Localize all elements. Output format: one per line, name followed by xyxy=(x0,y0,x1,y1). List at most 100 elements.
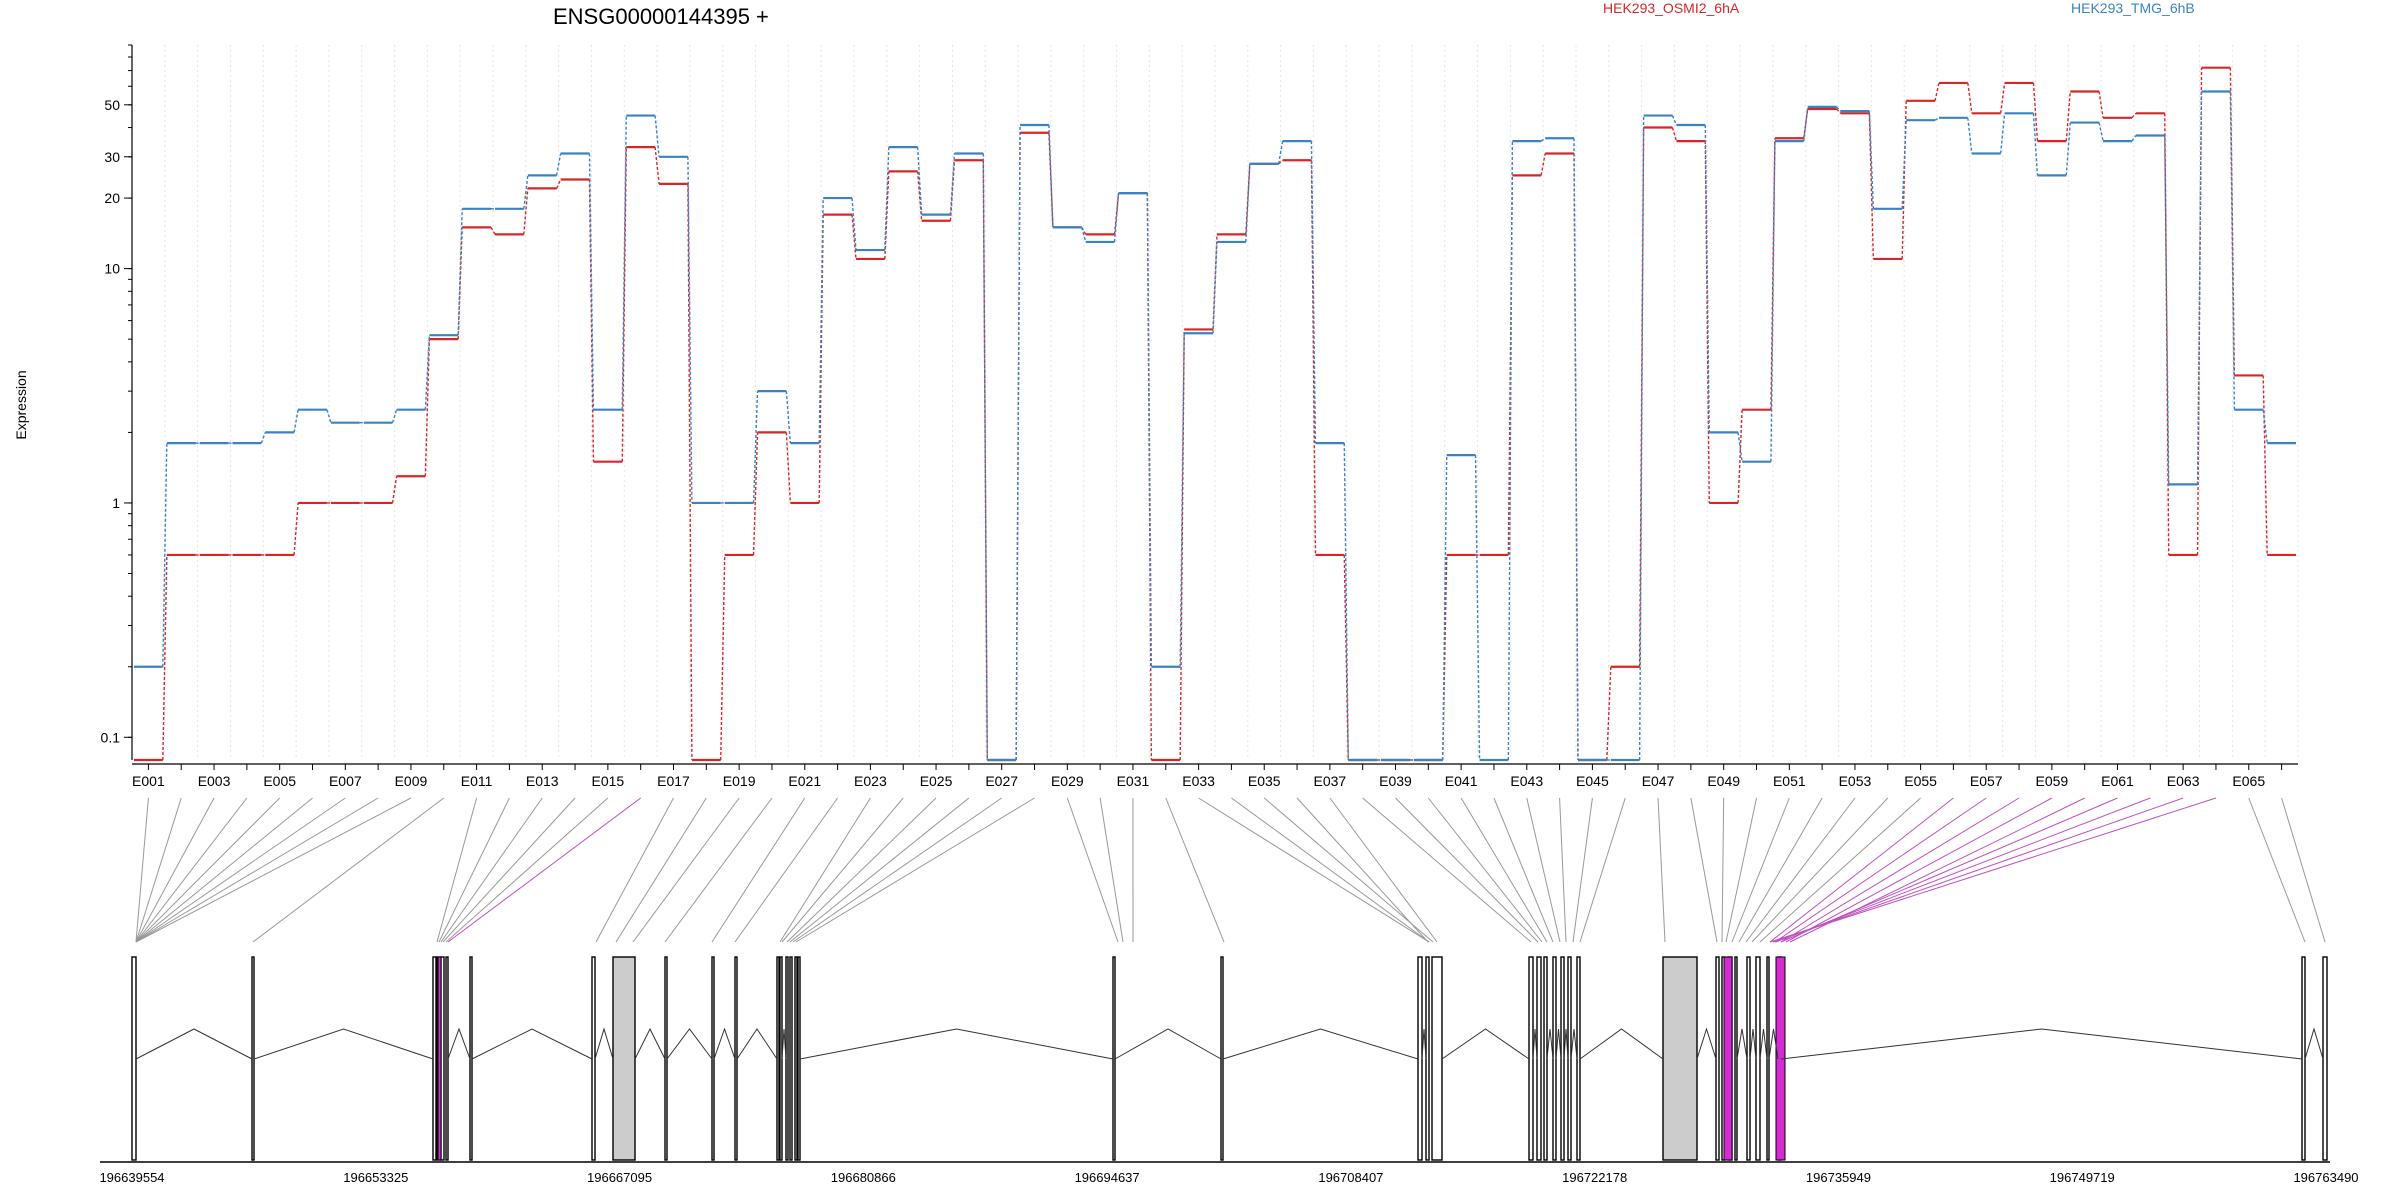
x-tick-label: E039 xyxy=(1379,773,1412,789)
exon-box xyxy=(1662,956,1698,1161)
exon-transition xyxy=(326,409,332,423)
exon-transition xyxy=(1212,241,1218,334)
genomic-axis: 196639554 196653325 196667095 196680866 1966… xyxy=(99,1161,2359,1185)
genomic-tick-label: 196667095 xyxy=(587,1170,652,1185)
exon-transition xyxy=(654,147,660,184)
exon-transition xyxy=(1999,82,2006,114)
exon-connector xyxy=(1769,797,2217,943)
exon-transition xyxy=(916,147,923,215)
intron-line xyxy=(2304,1027,2324,1060)
intron-line xyxy=(471,1028,593,1060)
genomic-tick-label: 196708407 xyxy=(1318,1170,1383,1185)
exon-transition xyxy=(1113,193,1120,235)
intron-line xyxy=(1421,1028,1427,1060)
x-tick-label: E007 xyxy=(329,773,362,789)
intron-line xyxy=(713,1027,736,1060)
x-tick-label: E015 xyxy=(592,773,625,789)
exon-transition xyxy=(1343,443,1349,761)
exon-connector xyxy=(1690,797,1718,943)
exon-transition xyxy=(752,432,759,555)
chart-title: ENSG00000144395 + xyxy=(553,4,769,29)
x-axis: E001 E003 E005 E007 E009 E011 E013 E015 E017 E019… xyxy=(132,763,2298,789)
exon-transition xyxy=(1081,227,1087,243)
exon-connector xyxy=(1725,797,1757,943)
exon-connector xyxy=(135,797,313,943)
exon-transition xyxy=(1573,138,1579,761)
exon-box xyxy=(1220,956,1224,1161)
intron-line xyxy=(736,1028,778,1060)
exon-box xyxy=(2322,956,2328,1161)
intron-line xyxy=(1696,1027,1717,1060)
exon-transition xyxy=(1048,124,1054,228)
exon-connector xyxy=(1362,797,1532,943)
exon-connector xyxy=(595,797,674,943)
exon-transition xyxy=(2131,112,2137,119)
x-tick-label: E063 xyxy=(2167,773,2200,789)
intron-line xyxy=(634,1027,666,1060)
exon-transition xyxy=(1868,113,1875,259)
x-tick-label: E061 xyxy=(2101,773,2134,789)
intron-line xyxy=(1546,1028,1554,1060)
x-tick-label: E043 xyxy=(1510,773,1543,789)
exon-transition xyxy=(621,115,627,410)
exon-transition xyxy=(1507,141,1514,761)
exon-transition xyxy=(293,502,299,555)
x-tick-label: E021 xyxy=(788,773,821,789)
exon-box xyxy=(1417,956,1423,1161)
exon-transition xyxy=(785,432,792,503)
exon-transition xyxy=(1671,115,1678,126)
intron-line xyxy=(594,1027,614,1060)
genomic-tick-label: 196653325 xyxy=(343,1170,408,1185)
intron-line xyxy=(1222,1028,1419,1060)
intron-line xyxy=(1563,1028,1569,1060)
exon-box xyxy=(251,956,255,1161)
exon-connector xyxy=(135,797,182,943)
exon-connector xyxy=(445,797,609,943)
exon-connector xyxy=(1198,797,1430,943)
gene-model xyxy=(131,956,2328,1161)
intron-line xyxy=(1532,1028,1538,1060)
x-tick-label: E033 xyxy=(1182,773,1215,789)
intron-line xyxy=(799,1028,1114,1060)
exon-transition xyxy=(555,179,562,189)
y-tick-label: 30 xyxy=(104,149,120,165)
x-tick-label: E001 xyxy=(132,773,165,789)
y-axis: 0.1 1 10 20 30 50 xyxy=(101,44,133,760)
exon-transition xyxy=(1967,82,1973,114)
exon-connector xyxy=(1772,797,2184,943)
exon-connector xyxy=(135,797,281,943)
exon-transition xyxy=(1836,106,1842,112)
exon-connector xyxy=(1657,797,1666,943)
exon-transition xyxy=(851,198,857,251)
exon-transition xyxy=(490,227,496,235)
exon-box xyxy=(131,956,137,1161)
x-tick-label: E023 xyxy=(854,773,887,789)
exon-connector xyxy=(779,797,871,943)
exon-transition xyxy=(1540,153,1546,176)
exon-connector xyxy=(1263,797,1434,943)
exon-box xyxy=(1715,956,1720,1161)
exon-transition xyxy=(884,147,890,251)
exon-connector xyxy=(615,797,707,943)
exon-connector xyxy=(1759,797,1921,943)
exon-connector xyxy=(1165,797,1225,943)
intron-line xyxy=(1749,1028,1757,1060)
exon-transition xyxy=(523,175,529,209)
exon-transition xyxy=(1967,117,1973,154)
exon-connector xyxy=(1526,797,1561,943)
exon-transition xyxy=(1704,125,1710,433)
exon-connector xyxy=(1395,797,1539,943)
exon-transition xyxy=(1540,137,1546,142)
exon-transition xyxy=(1606,666,1612,761)
grid-lines xyxy=(131,45,2299,760)
exon-box xyxy=(591,956,596,1161)
exon-connector xyxy=(1427,797,1543,943)
exon-connector xyxy=(789,797,970,943)
exon-box xyxy=(2301,956,2306,1161)
exon-transition xyxy=(2032,113,2039,176)
exon-transition xyxy=(1638,115,1645,761)
legend-series-osmi2: HEK293_OSMI2_6hA xyxy=(1603,0,1740,16)
exon-connector xyxy=(734,797,838,943)
exon-box xyxy=(432,956,437,1161)
